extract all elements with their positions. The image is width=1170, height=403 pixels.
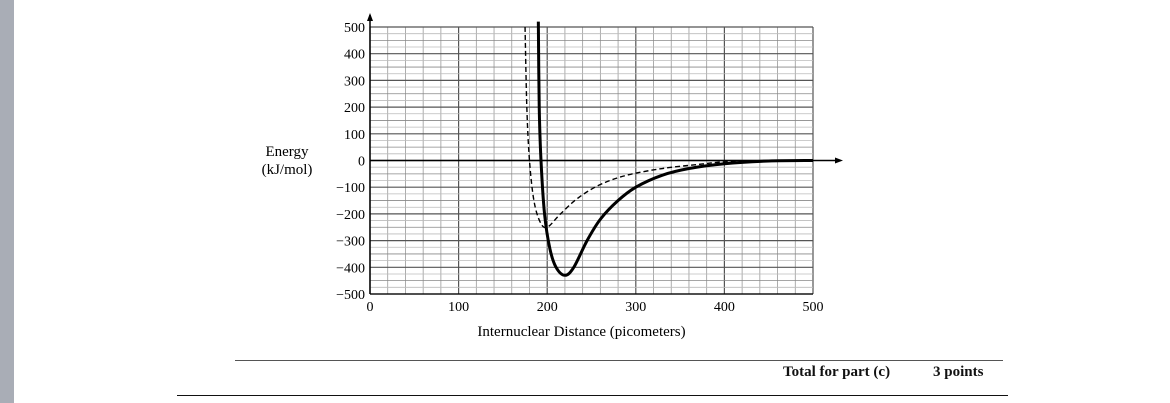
series-dashed-curve <box>524 26 813 229</box>
y-tick-label: −500 <box>336 288 365 303</box>
x-axis-label: Internuclear Distance (picometers) <box>477 324 685 340</box>
y-tick-label: 500 <box>344 21 365 36</box>
y-tick-label: 400 <box>344 48 365 63</box>
x-axis-arrow <box>835 157 843 164</box>
scrollbar-gutter <box>0 0 14 403</box>
y-axis-arrow <box>367 13 373 21</box>
y-tick-label: −400 <box>336 261 365 276</box>
y-tick-label: −200 <box>336 208 365 223</box>
y-tick-label: 0 <box>358 155 365 170</box>
x-tick-label: 100 <box>448 300 469 315</box>
divider-top <box>235 360 1003 361</box>
y-tick-label: −300 <box>336 235 365 250</box>
points-label: 3 points <box>933 364 984 380</box>
total-label: Total for part (c) <box>783 364 891 380</box>
x-tick-label: 0 <box>367 300 374 315</box>
y-axis-label: (kJ/mol) <box>262 162 313 178</box>
x-tick-label: 400 <box>714 300 735 315</box>
x-tick-label: 300 <box>625 300 646 315</box>
y-tick-label: −100 <box>336 181 365 196</box>
divider-bottom <box>177 395 1008 396</box>
x-tick-label: 200 <box>537 300 558 315</box>
x-tick-label: 500 <box>803 300 824 315</box>
y-tick-label: 300 <box>344 74 365 89</box>
y-tick-label: 100 <box>344 128 365 143</box>
y-axis-label: Energy <box>265 144 309 160</box>
series-solid-curve <box>536 21 813 277</box>
y-tick-label: 200 <box>344 101 365 116</box>
